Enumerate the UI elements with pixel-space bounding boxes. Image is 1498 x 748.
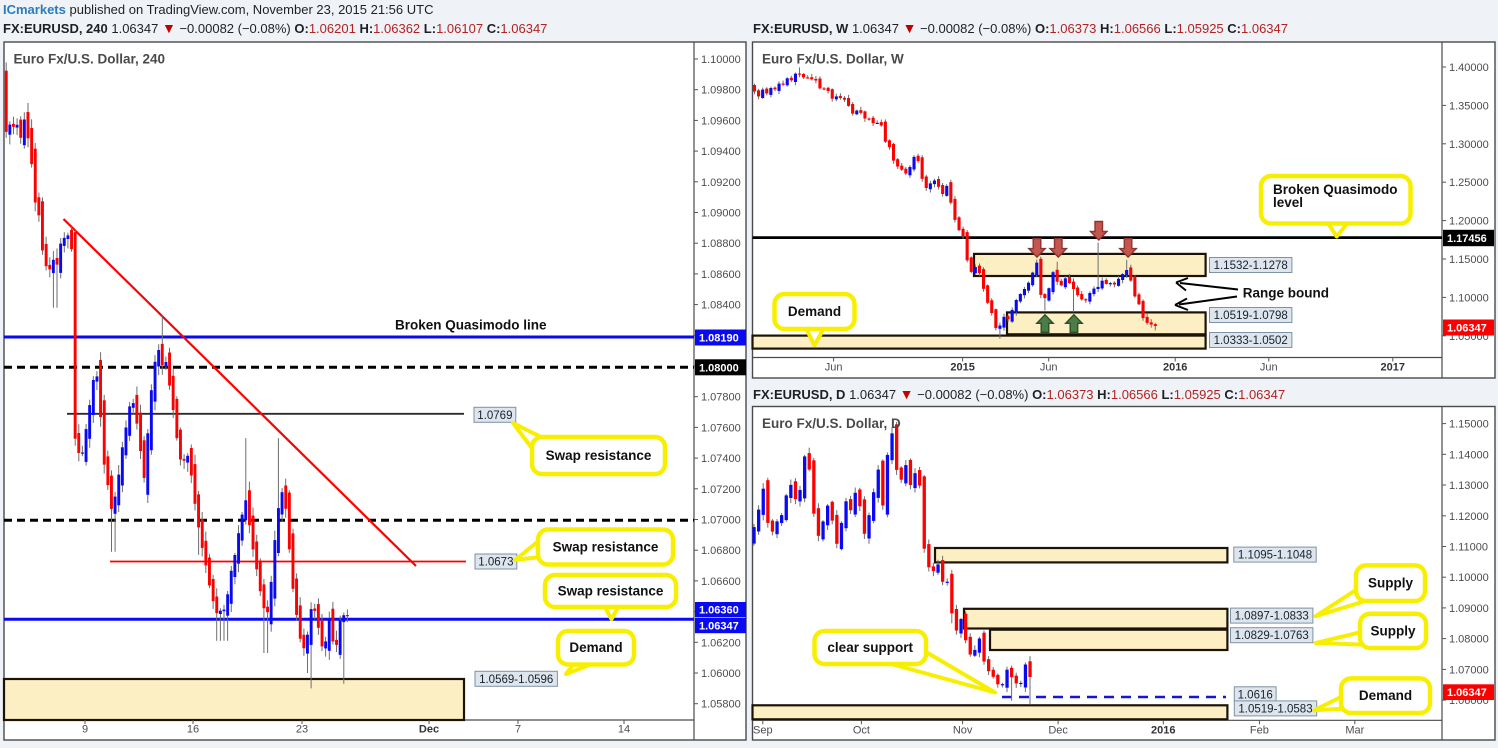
svg-text:1.15000: 1.15000: [1449, 419, 1489, 431]
svg-text:1.06347: 1.06347: [699, 621, 739, 633]
svg-text:2015: 2015: [950, 362, 974, 374]
svg-text:1.07000: 1.07000: [701, 515, 741, 527]
svg-text:2016: 2016: [1151, 724, 1175, 736]
svg-text:2017: 2017: [1381, 362, 1405, 374]
svg-text:clear support: clear support: [827, 640, 913, 655]
svg-text:1.1095-1.1048: 1.1095-1.1048: [1238, 550, 1312, 562]
svg-text:1.06347: 1.06347: [1447, 323, 1487, 335]
svg-text:1.08400: 1.08400: [701, 300, 741, 312]
svg-text:23: 23: [296, 724, 308, 736]
svg-text:1.30000: 1.30000: [1449, 139, 1489, 151]
svg-text:1.13000: 1.13000: [1449, 480, 1489, 492]
svg-text:1.08000: 1.08000: [699, 362, 739, 374]
svg-text:1.40000: 1.40000: [1449, 62, 1489, 74]
svg-text:1.09800: 1.09800: [701, 85, 741, 97]
svg-text:1.06600: 1.06600: [701, 576, 741, 588]
svg-text:1.11000: 1.11000: [1449, 542, 1488, 554]
svg-text:Euro Fx/U.S. Dollar, 240: Euro Fx/U.S. Dollar, 240: [14, 52, 166, 67]
svg-text:1.35000: 1.35000: [1449, 100, 1489, 112]
svg-text:1.06347: 1.06347: [1447, 687, 1487, 699]
svg-text:Supply: Supply: [1370, 623, 1415, 638]
svg-text:Range bound: Range bound: [1243, 286, 1329, 301]
svg-text:1.08600: 1.08600: [701, 269, 741, 281]
svg-text:Dec: Dec: [419, 724, 439, 736]
svg-text:1.10000: 1.10000: [1449, 292, 1489, 304]
svg-text:1.12000: 1.12000: [1449, 511, 1489, 523]
svg-text:1.09400: 1.09400: [701, 146, 741, 158]
svg-text:1.0333-1.0502: 1.0333-1.0502: [1214, 335, 1288, 347]
svg-text:Broken Quasimodo: Broken Quasimodo: [1273, 182, 1398, 197]
svg-text:1.0519-1.0798: 1.0519-1.0798: [1214, 310, 1288, 322]
svg-text:1.10000: 1.10000: [701, 54, 741, 66]
svg-text:Feb: Feb: [1250, 724, 1269, 736]
svg-text:1.10000: 1.10000: [1449, 572, 1489, 584]
svg-text:Sep: Sep: [753, 724, 773, 736]
svg-text:1.05800: 1.05800: [701, 699, 741, 711]
svg-text:1.06360: 1.06360: [699, 605, 739, 617]
svg-text:Jun: Jun: [1260, 362, 1278, 374]
svg-text:Mar: Mar: [1345, 724, 1364, 736]
svg-text:1.09000: 1.09000: [1449, 603, 1489, 615]
svg-text:1.06000: 1.06000: [701, 668, 741, 680]
svg-text:1.07200: 1.07200: [701, 484, 741, 496]
svg-text:7: 7: [515, 724, 521, 736]
svg-text:1.08190: 1.08190: [699, 333, 739, 345]
svg-text:1.08800: 1.08800: [701, 238, 741, 250]
svg-text:Jun: Jun: [1040, 362, 1058, 374]
svg-text:16: 16: [187, 724, 199, 736]
svg-text:14: 14: [618, 724, 630, 736]
svg-text:Euro Fx/U.S. Dollar, D: Euro Fx/U.S. Dollar, D: [762, 416, 901, 431]
svg-text:1.06800: 1.06800: [701, 545, 741, 557]
svg-text:1.09200: 1.09200: [701, 177, 741, 189]
svg-text:Euro Fx/U.S. Dollar, W: Euro Fx/U.S. Dollar, W: [762, 52, 904, 67]
svg-text:1.0673: 1.0673: [478, 557, 513, 569]
svg-text:1.07000: 1.07000: [1449, 664, 1489, 676]
svg-text:1.09000: 1.09000: [701, 208, 741, 220]
svg-text:Supply: Supply: [1368, 576, 1413, 591]
svg-text:Broken Quasimodo line: Broken Quasimodo line: [395, 318, 547, 333]
svg-text:level: level: [1273, 195, 1303, 210]
svg-text:Nov: Nov: [953, 724, 973, 736]
svg-text:Dec: Dec: [1048, 724, 1068, 736]
svg-text:1.0616: 1.0616: [1238, 689, 1273, 701]
svg-text:1.08000: 1.08000: [1449, 634, 1489, 646]
svg-text:1.15000: 1.15000: [1449, 254, 1489, 266]
svg-text:1.20000: 1.20000: [1449, 216, 1489, 228]
svg-text:1.07600: 1.07600: [701, 422, 741, 434]
svg-text:1.0769: 1.0769: [477, 410, 512, 422]
svg-text:1.07400: 1.07400: [701, 453, 741, 465]
svg-text:Swap resistance: Swap resistance: [546, 448, 652, 463]
svg-text:2016: 2016: [1163, 362, 1187, 374]
svg-text:Demand: Demand: [1359, 688, 1412, 703]
svg-text:1.06200: 1.06200: [701, 637, 741, 649]
svg-text:Jun: Jun: [825, 362, 843, 374]
svg-text:1.0829-1.0763: 1.0829-1.0763: [1235, 630, 1309, 642]
svg-text:1.0519-1.0583: 1.0519-1.0583: [1238, 703, 1312, 715]
svg-text:Oct: Oct: [853, 724, 870, 736]
svg-text:1.0897-1.0833: 1.0897-1.0833: [1235, 611, 1309, 623]
svg-text:1.25000: 1.25000: [1449, 177, 1489, 189]
svg-text:1.14000: 1.14000: [1449, 449, 1489, 461]
svg-text:Swap resistance: Swap resistance: [553, 540, 659, 555]
svg-text:9: 9: [82, 724, 88, 736]
svg-text:1.1532-1.1278: 1.1532-1.1278: [1214, 260, 1288, 272]
svg-text:1.0569-1.0596: 1.0569-1.0596: [479, 674, 553, 686]
svg-text:1.07800: 1.07800: [701, 392, 741, 404]
svg-text:Demand: Demand: [788, 304, 841, 319]
svg-text:Demand: Demand: [569, 640, 622, 655]
svg-text:Swap resistance: Swap resistance: [558, 584, 664, 599]
svg-text:1.09600: 1.09600: [701, 115, 741, 127]
svg-text:1.17456: 1.17456: [1447, 233, 1487, 245]
